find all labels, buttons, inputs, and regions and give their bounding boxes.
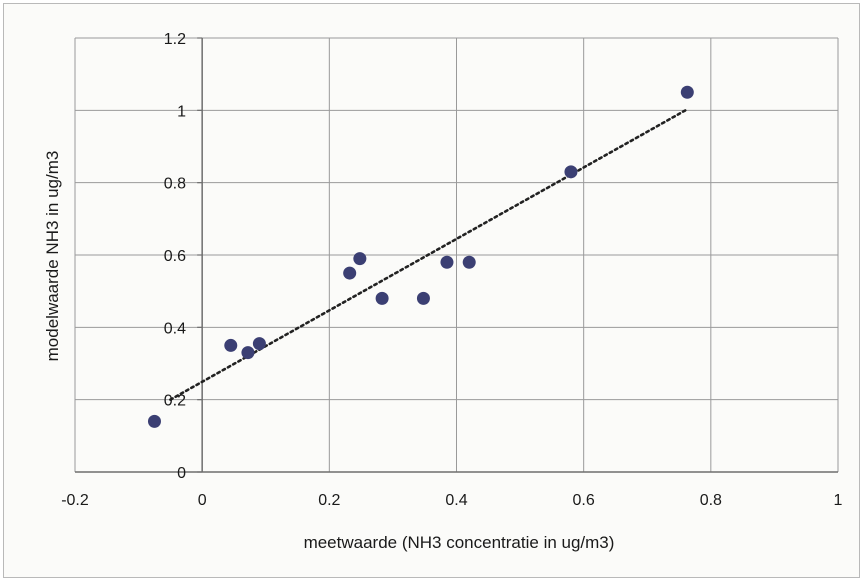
data-point <box>440 255 454 269</box>
x-axis-title: meetwaarde (NH3 concentratie in ug/m3) <box>304 533 615 552</box>
x-tick-label: 0.4 <box>445 492 467 509</box>
data-point <box>224 338 238 352</box>
x-tick-label: 1 <box>834 492 843 509</box>
trendline-group <box>169 109 687 401</box>
x-tick-label: 0.8 <box>700 492 722 509</box>
trendline <box>169 109 687 401</box>
y-tick-label: 0.6 <box>164 248 186 265</box>
y-axis-title: modelwaarde NH3 in ug/m3 <box>43 151 62 362</box>
data-point <box>680 85 694 99</box>
y-tick-label: 0.8 <box>164 176 186 193</box>
chart-frame <box>3 3 860 578</box>
axes <box>75 37 838 473</box>
x-tick-labels: -0.2 0 0.2 0.4 0.6 0.8 1 <box>61 492 842 509</box>
y-tick-label: 1 <box>177 103 186 120</box>
data-points <box>147 85 694 428</box>
data-point <box>241 346 255 360</box>
x-tick-label: -0.2 <box>61 492 89 509</box>
y-tick-label: 0.2 <box>164 393 186 410</box>
data-point <box>416 291 430 305</box>
x-tick-label: 0.6 <box>573 492 595 509</box>
data-point <box>343 266 357 280</box>
data-point <box>375 291 389 305</box>
grid-lines <box>74 37 839 472</box>
y-tick-label: 0 <box>177 465 186 482</box>
data-point <box>147 414 161 428</box>
y-tick-label: 0.4 <box>164 320 186 337</box>
x-tick-label: 0.2 <box>318 492 340 509</box>
y-tick-label: 1.2 <box>164 31 186 48</box>
y-tick-labels: 0 0.2 0.4 0.6 0.8 1 1.2 <box>164 31 186 482</box>
data-point <box>462 255 476 269</box>
x-tick-label: 0 <box>198 492 207 509</box>
data-point <box>564 165 578 179</box>
data-point <box>252 337 266 351</box>
data-point <box>353 252 367 266</box>
